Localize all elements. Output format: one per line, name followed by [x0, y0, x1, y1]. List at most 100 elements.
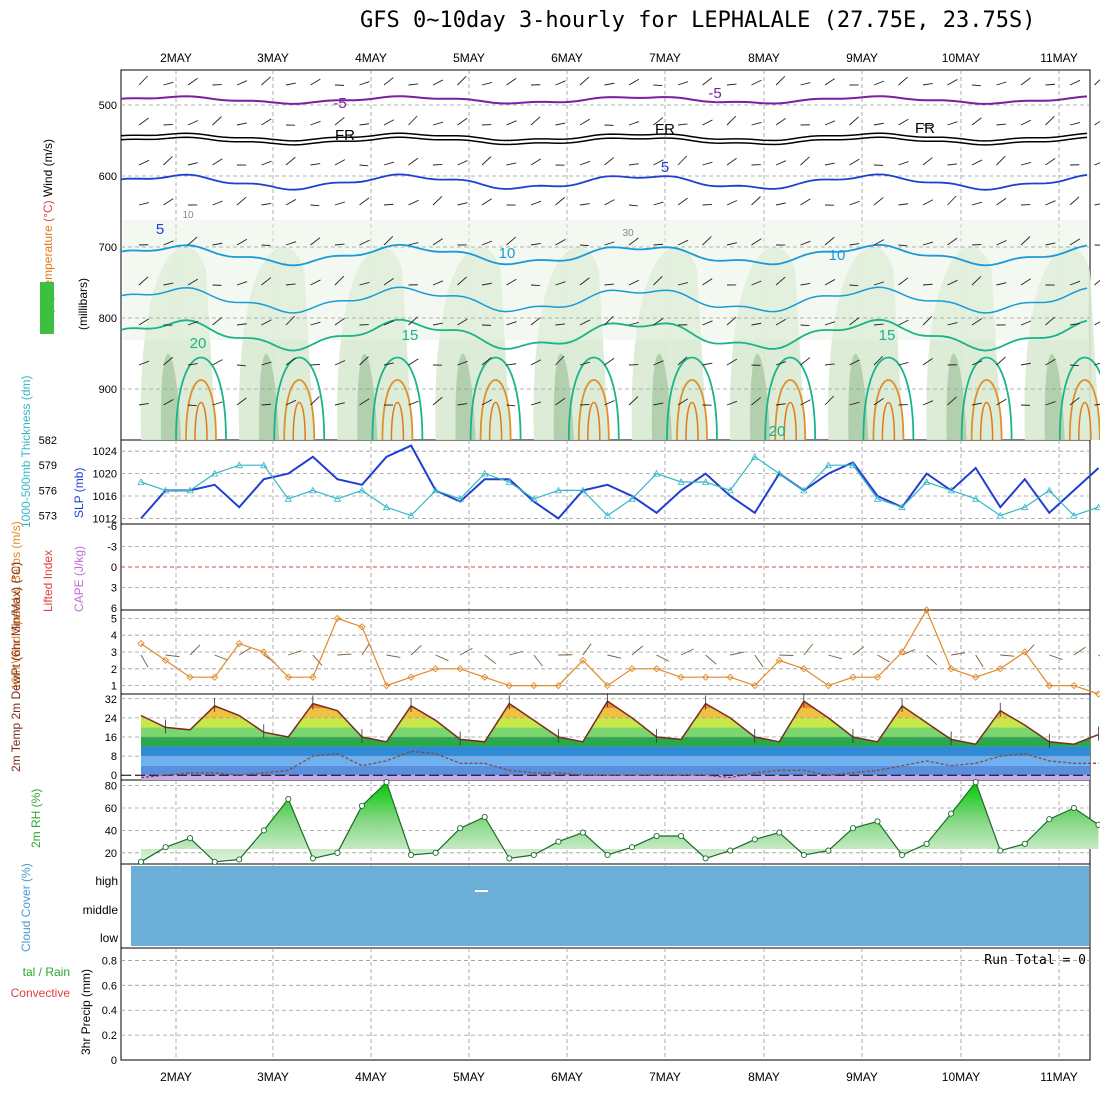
wind-barb — [163, 356, 174, 366]
contour-line-20 — [764, 356, 817, 441]
wind-barb — [1069, 238, 1081, 246]
date-label-bottom: 9MAY — [846, 1070, 878, 1084]
wind-barb — [775, 276, 786, 286]
wind-barb — [947, 396, 957, 406]
rh-point — [702, 855, 709, 862]
lifted-tick-label: 3 — [111, 583, 117, 595]
temp-tick-label: 8 — [111, 751, 117, 763]
contour-line-25 — [283, 379, 316, 441]
wind10-barb — [435, 654, 449, 662]
wind-barb — [653, 117, 664, 126]
wind-barb — [898, 161, 909, 166]
thickness-point — [1045, 486, 1054, 494]
contour-line-30 — [292, 402, 306, 441]
rh-point — [727, 847, 734, 854]
wind-barb — [138, 75, 148, 86]
wind-barb — [677, 197, 688, 206]
wind-barb — [187, 278, 199, 286]
contour-line-25 — [970, 379, 1003, 441]
wind-speed-point — [1070, 681, 1078, 690]
contour-line-15 — [120, 318, 1088, 352]
rh-point — [162, 844, 169, 851]
upper-ylabel-group: RH (%) Temperature (°C) Wind (m/s) — [41, 139, 55, 335]
wind-speed-point — [775, 656, 783, 665]
wind10-barb — [705, 654, 717, 665]
wind-barb — [800, 198, 811, 206]
date-label-bottom: 11MAY — [1040, 1070, 1078, 1084]
rh-point — [899, 851, 906, 859]
wind-speed-point — [456, 665, 464, 673]
wind-barb — [310, 396, 320, 406]
contour-line-25 — [381, 379, 414, 441]
temp-tick-label: 32 — [105, 694, 117, 706]
wind-barb — [1020, 77, 1031, 86]
wind-barb — [922, 199, 934, 206]
temp-color-band — [141, 756, 1090, 766]
contour-line-30 — [1078, 402, 1092, 441]
rh-tick-label: 80 — [105, 781, 117, 793]
precip-legend-total: tal / Rain — [23, 965, 70, 979]
rh-tick-label: 40 — [105, 825, 117, 837]
wind-barb — [702, 77, 713, 86]
temp-color-band — [141, 717, 1090, 728]
wind-barb — [775, 75, 786, 86]
wind-barb — [187, 77, 198, 86]
wind-barb — [1069, 322, 1080, 326]
thickness-point — [309, 486, 317, 494]
temp-color-band — [141, 737, 1090, 747]
lifted-ylabel-group: Lifted Index — [41, 550, 55, 612]
wind-barb — [334, 275, 345, 286]
wind-barb — [212, 200, 223, 206]
wind-barb — [481, 357, 492, 366]
temp-color-band — [141, 727, 1090, 737]
contour-label: FR — [915, 120, 935, 137]
wind-barb — [702, 203, 712, 206]
wind-barb — [604, 82, 615, 86]
wind-barb — [947, 279, 958, 286]
wind-barb — [849, 243, 860, 246]
wind-barb — [751, 79, 762, 86]
wind-barb — [702, 119, 713, 126]
wind-barb — [800, 156, 810, 166]
rh-point — [628, 844, 636, 851]
rh-point — [358, 802, 366, 809]
wind-barb — [751, 322, 762, 326]
temp-ylabel-group: 2m Temp 2m DewPt (6hr Min/Max) (°C) — [9, 562, 23, 772]
wind-barb — [628, 237, 639, 246]
wind-barb — [849, 116, 859, 126]
contour-line-25 — [185, 379, 217, 441]
wind-barb — [530, 359, 542, 366]
wind-speed-point — [431, 665, 440, 673]
wind-barb — [579, 403, 590, 406]
wind-barb — [212, 158, 223, 166]
wind-barb — [285, 357, 296, 366]
wind-speed-point — [309, 673, 317, 681]
slp-tick-label: 1020 — [93, 469, 117, 481]
rh-point — [948, 810, 955, 817]
cape-ylabel-group: CAPE (J/kg) — [72, 546, 86, 612]
wind-speed-point — [235, 639, 243, 648]
wind-barb — [261, 244, 271, 246]
thickness-tick-label: 573 — [39, 511, 57, 523]
wind-barb — [775, 403, 786, 406]
contour-label: -5 — [333, 95, 346, 112]
wind-axis-label: 10m Wind Speed & Barbs (m/s) — [9, 521, 23, 690]
contour-label: FR — [335, 127, 355, 144]
wind-barb — [996, 398, 1007, 406]
wind-barb — [163, 81, 174, 86]
cloud-axis-label: Cloud Cover (%) — [19, 863, 33, 952]
wind-barb — [628, 204, 638, 207]
temp-color-band — [121, 694, 1090, 699]
wind-barb — [1069, 196, 1080, 206]
wind-speed-point — [873, 673, 882, 681]
wind-barb — [947, 322, 958, 326]
wind-barb — [236, 80, 248, 86]
wind-barb — [408, 242, 419, 246]
wind-barb — [579, 160, 591, 166]
precip-legend-convective: Convective — [11, 986, 71, 1000]
wind-barb — [359, 123, 370, 126]
wind10-barb — [730, 651, 744, 656]
contour-label: 10 — [182, 210, 194, 221]
wind-barb — [751, 397, 762, 406]
wind-barb — [849, 359, 860, 366]
